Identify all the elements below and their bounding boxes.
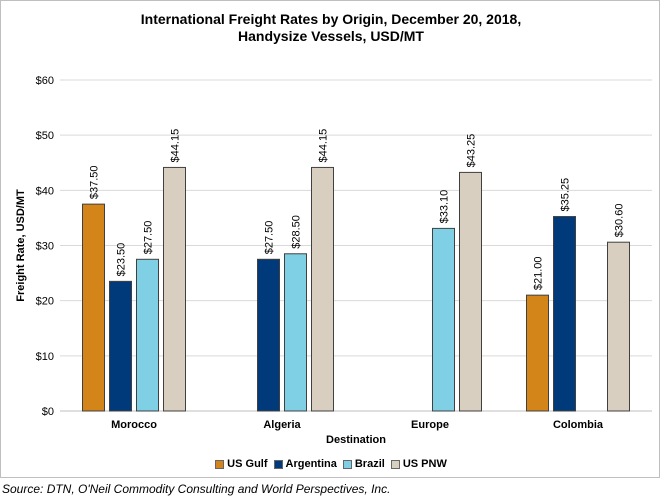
bar-argentina [553, 216, 576, 412]
legend-swatch [342, 459, 352, 469]
x-category-label: Colombia [553, 419, 604, 431]
data-label: $43.25 [466, 134, 478, 168]
data-label: $27.50 [264, 221, 276, 255]
data-label: $35.25 [560, 178, 572, 212]
bar-us-gulf [82, 203, 105, 412]
bar-brazil [432, 227, 455, 412]
legend-label: US Gulf [227, 458, 268, 470]
y-tick-label: $0 [42, 406, 54, 418]
y-tick-label: $50 [36, 130, 54, 142]
y-tick-label: $20 [36, 296, 54, 308]
bar-us-pnw [311, 166, 334, 412]
legend-label: Brazil [354, 458, 385, 470]
bar-us-gulf [526, 294, 549, 412]
data-label: $37.50 [89, 165, 101, 199]
x-category-label: Algeria [263, 419, 301, 431]
bar-argentina [109, 280, 132, 412]
legend-label: Argentina [285, 458, 337, 470]
y-tick-label: $60 [36, 75, 54, 87]
bar-chart: $0 $10 $20 $30 $40 $50 $60 Freight Rate, USD/MT… [15, 75, 652, 446]
data-label: $21.00 [533, 256, 545, 290]
y-tick-label: $10 [36, 351, 54, 363]
data-label: $28.50 [291, 215, 303, 249]
bar-us-pnw [459, 171, 482, 412]
y-tick-label: $40 [36, 185, 54, 197]
y-axis-title: Freight Rate, USD/MT [15, 189, 27, 302]
legend-swatch [273, 459, 283, 469]
legend: US Gulf Argentina Brazil US PNW [0, 458, 662, 470]
data-label: $44.15 [170, 129, 182, 163]
data-label: $23.50 [116, 243, 128, 277]
data-label: $33.10 [439, 190, 451, 224]
legend-swatch [390, 459, 400, 469]
x-axis-title: Destination [326, 434, 386, 446]
chart-title-line2: Handysize Vessels, USD/MT [238, 28, 424, 44]
legend-item: US PNW [390, 458, 447, 470]
chart-title-line1: International Freight Rates by Origin, D… [140, 11, 522, 27]
legend-swatch [215, 459, 225, 469]
legend-item: Argentina [273, 458, 337, 470]
bar-us-pnw [163, 166, 186, 412]
data-label: $30.60 [614, 204, 626, 238]
legend-label: US PNW [402, 458, 447, 470]
legend-item: US Gulf [215, 458, 268, 470]
source-note: Source: DTN, O'Neil Commodity Consulting… [2, 482, 391, 496]
x-category-label: Europe [411, 419, 449, 431]
bar-brazil [284, 253, 307, 412]
chart-frame [0, 0, 660, 478]
bar-argentina [257, 258, 280, 412]
data-label: $44.15 [318, 129, 330, 163]
data-label: $27.50 [143, 221, 155, 255]
x-category-label: Morocco [111, 419, 157, 431]
bar-us-pnw [607, 241, 630, 412]
y-tick-label: $30 [36, 241, 54, 253]
bar-brazil [136, 258, 159, 412]
legend-item: Brazil [342, 458, 385, 470]
